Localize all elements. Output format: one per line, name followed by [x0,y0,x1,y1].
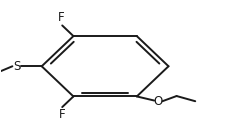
Text: O: O [153,95,162,108]
Text: F: F [59,108,66,121]
Text: F: F [58,11,64,24]
Text: S: S [13,60,20,73]
